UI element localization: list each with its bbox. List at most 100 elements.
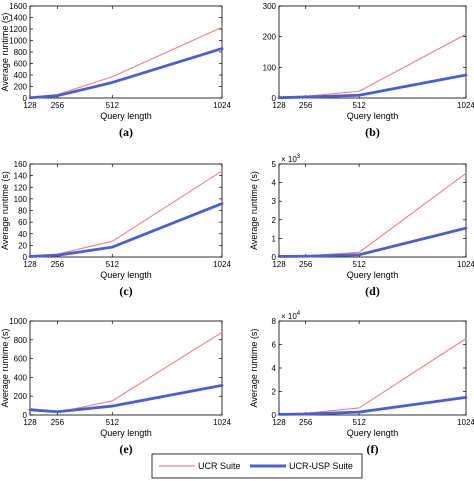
x-tick-label: 512 xyxy=(352,101,366,110)
x-axis-label: Query length xyxy=(100,270,152,280)
y-tick-label: 0 xyxy=(272,411,277,420)
plot-frame xyxy=(29,5,223,99)
panel-label: (b) xyxy=(365,125,380,139)
y-tick-label: 60 xyxy=(18,218,27,227)
x-tick-label: 1024 xyxy=(213,418,231,427)
x-tick-label: 512 xyxy=(106,418,120,427)
panel-e: 0 200 400 600 800 1000 128 256 512 1024 Query leng… xyxy=(0,317,231,456)
x-tick-label: 512 xyxy=(106,101,120,110)
y-tick-label: 1000 xyxy=(9,37,27,46)
x-tick-label: 256 xyxy=(299,101,313,110)
y-tick-label: 8 xyxy=(272,317,277,326)
x-tick-label: 128 xyxy=(272,260,286,269)
x-tick-label: 256 xyxy=(51,418,65,427)
y-tick-label: 1400 xyxy=(9,14,27,23)
x-tick-label: 1024 xyxy=(457,418,474,427)
y-tick-label: 4 xyxy=(272,179,277,188)
y-axis-label: Average runtime (s) xyxy=(0,329,10,408)
y-tick-label: 6 xyxy=(272,341,277,350)
y-tick-label: 600 xyxy=(14,60,28,69)
legend: UCR Suite UCR-USP Suite xyxy=(151,453,363,479)
series-line-ucr-suite xyxy=(278,172,467,257)
x-tick-label: 512 xyxy=(106,260,120,269)
y-tick-label: 400 xyxy=(14,373,28,382)
series-line-ucr-suite xyxy=(278,33,467,98)
y-tick-label: 0 xyxy=(23,253,28,262)
y-tick-label: 200 xyxy=(14,83,28,92)
series-line-ucr-usp-suite xyxy=(277,395,468,416)
x-tick-label: 512 xyxy=(352,260,366,269)
y-tick-label: 5 xyxy=(272,160,277,169)
plot-frame xyxy=(278,163,467,258)
x-tick-label: 256 xyxy=(299,418,313,427)
y-tick-label: 300 xyxy=(263,2,277,11)
x-axis-label: Query length xyxy=(100,428,152,438)
plot-frame xyxy=(278,5,467,99)
x-tick-label: 256 xyxy=(51,101,65,110)
y-tick-label: 0 xyxy=(272,253,277,262)
y-exponent-power: 3 xyxy=(297,154,301,160)
legend-label-ucr-suite: UCR Suite xyxy=(198,461,241,471)
x-tick-label: 128 xyxy=(272,101,286,110)
x-tick-label: 128 xyxy=(23,418,37,427)
panel-label: (d) xyxy=(365,284,380,298)
series-line-ucr-usp-suite xyxy=(277,226,468,258)
plot-frame xyxy=(29,320,223,416)
x-axis-label: Query length xyxy=(347,428,399,438)
y-tick-label: 1000 xyxy=(9,317,27,326)
y-tick-label: 1600 xyxy=(9,2,27,11)
x-axis-label: Query length xyxy=(100,111,152,121)
y-axis-label: Average runtime (s) xyxy=(0,171,10,250)
y-tick-label: 0 xyxy=(23,411,28,420)
y-tick-label: 80 xyxy=(18,207,27,216)
panel-c: 0 20 40 60 80 100 120 140 160 128 256 512 1024 Query … xyxy=(0,160,231,298)
y-tick-label: 200 xyxy=(263,33,277,42)
y-exponent-label: × 104 xyxy=(281,311,301,321)
x-tick-label: 256 xyxy=(299,260,313,269)
y-tick-label: 800 xyxy=(14,336,28,345)
x-tick-label: 1024 xyxy=(457,101,474,110)
series-line-ucr-usp-suite xyxy=(28,383,224,414)
y-tick-label: 0 xyxy=(23,94,28,103)
y-tick-label: 200 xyxy=(14,392,28,401)
x-axis-label: Query length xyxy=(347,111,399,121)
x-tick-label: 128 xyxy=(23,260,37,269)
x-tick-label: 512 xyxy=(352,418,366,427)
x-tick-label: 1024 xyxy=(213,101,231,110)
y-axis-label: Average runtime (s) xyxy=(249,329,259,408)
panel-d: 0 1 2 3 4 5 128 256 512 1024 Query length Average r… xyxy=(249,154,474,298)
y-tick-label: 100 xyxy=(14,195,28,204)
y-tick-label: 1 xyxy=(272,234,277,243)
y-tick-label: 2 xyxy=(272,388,277,397)
y-axis-label: Average runtime (s) xyxy=(249,171,259,250)
panel-b: 0 100 200 300 128 256 512 1024 Query length (b) xyxy=(263,2,474,139)
x-tick-label: 128 xyxy=(272,418,286,427)
y-tick-label: 100 xyxy=(263,63,277,72)
y-tick-label: 120 xyxy=(14,183,28,192)
legend-label-ucr-usp-suite: UCR-USP Suite xyxy=(289,461,353,471)
panel-label: (c) xyxy=(119,284,132,298)
y-exponent-power: 4 xyxy=(297,311,301,317)
series-line-ucr-usp-suite xyxy=(277,73,468,100)
y-tick-label: 140 xyxy=(14,172,28,181)
x-tick-label: 1024 xyxy=(213,260,231,269)
panel-label: (f) xyxy=(367,442,379,456)
series-line-ucr-suite xyxy=(29,26,223,98)
y-axis-label: Average runtime (s) xyxy=(0,13,10,92)
y-tick-label: 2 xyxy=(272,216,277,225)
y-tick-label: 4 xyxy=(272,364,277,373)
panel-label: (e) xyxy=(119,442,132,456)
series-line-ucr-usp-suite xyxy=(28,202,224,258)
x-tick-label: 128 xyxy=(23,101,37,110)
y-tick-label: 400 xyxy=(14,71,28,80)
y-tick-label: 3 xyxy=(272,197,277,206)
series-line-ucr-suite xyxy=(29,331,223,413)
y-tick-label: 600 xyxy=(14,355,28,364)
y-exponent-label: × 103 xyxy=(281,154,301,164)
x-tick-label: 256 xyxy=(51,260,65,269)
x-tick-label: 1024 xyxy=(457,260,474,269)
x-axis-label: Query length xyxy=(347,270,399,280)
series-line-ucr-usp-suite xyxy=(28,47,224,100)
